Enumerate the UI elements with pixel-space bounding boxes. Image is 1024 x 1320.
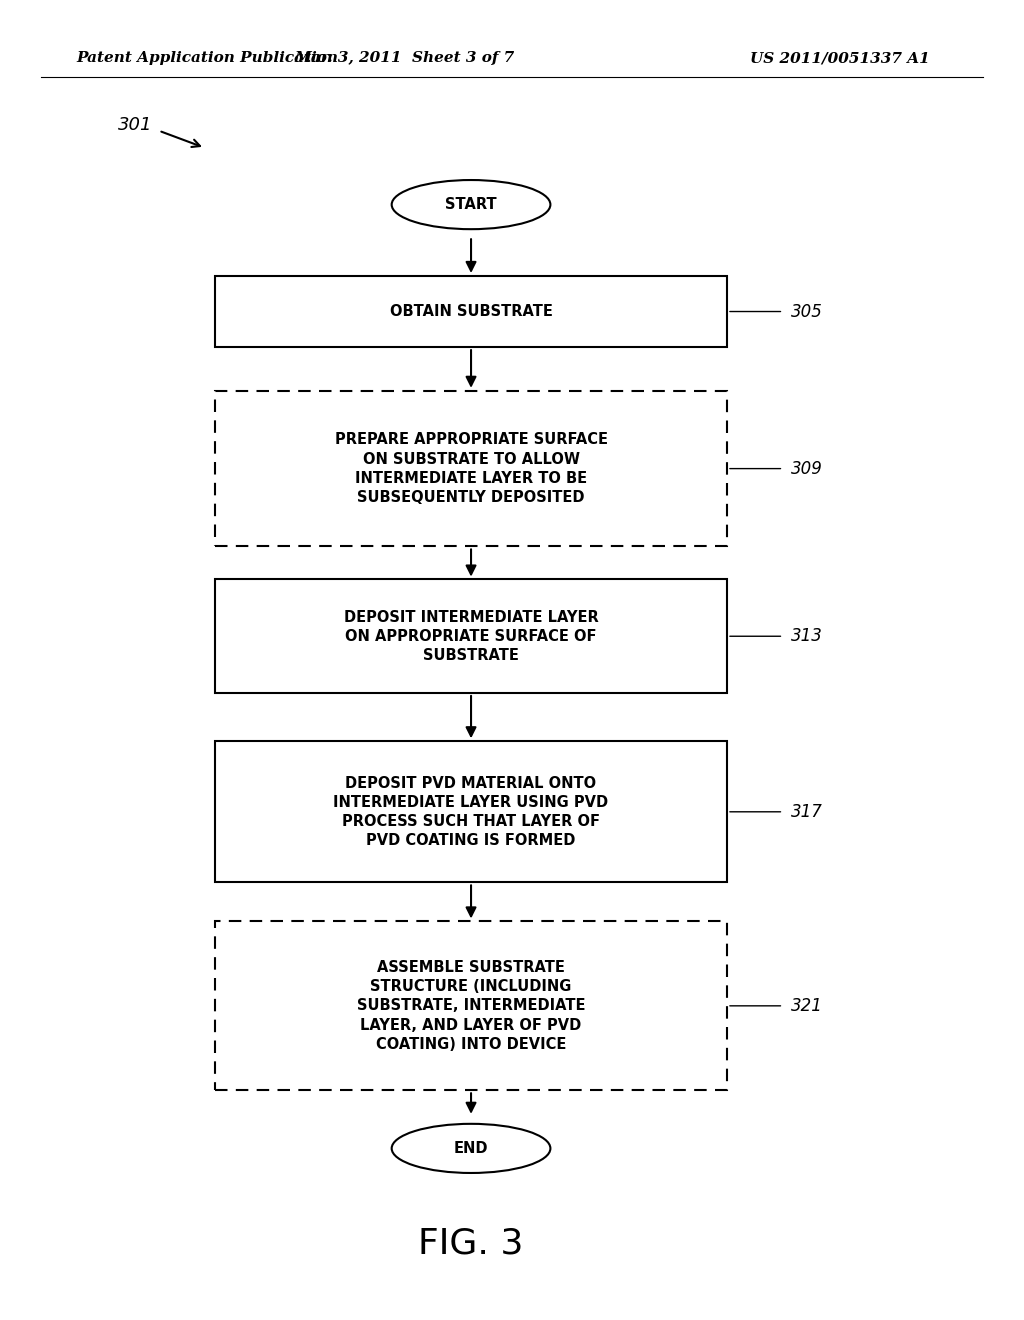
Ellipse shape	[391, 180, 551, 230]
Text: DEPOSIT PVD MATERIAL ONTO
INTERMEDIATE LAYER USING PVD
PROCESS SUCH THAT LAYER O: DEPOSIT PVD MATERIAL ONTO INTERMEDIATE L…	[334, 776, 608, 849]
FancyBboxPatch shape	[215, 276, 727, 347]
Text: 305: 305	[791, 302, 822, 321]
Text: 321: 321	[791, 997, 822, 1015]
Text: PREPARE APPROPRIATE SURFACE
ON SUBSTRATE TO ALLOW
INTERMEDIATE LAYER TO BE
SUBSE: PREPARE APPROPRIATE SURFACE ON SUBSTRATE…	[335, 433, 607, 504]
Text: 301: 301	[118, 116, 153, 135]
Text: 317: 317	[791, 803, 822, 821]
FancyBboxPatch shape	[215, 391, 727, 546]
Text: 313: 313	[791, 627, 822, 645]
FancyBboxPatch shape	[215, 579, 727, 693]
Text: 309: 309	[791, 459, 822, 478]
Text: Patent Application Publication: Patent Application Publication	[77, 51, 339, 65]
Ellipse shape	[391, 1123, 551, 1173]
FancyBboxPatch shape	[215, 741, 727, 882]
Text: OBTAIN SUBSTRATE: OBTAIN SUBSTRATE	[389, 304, 553, 319]
Text: START: START	[445, 197, 497, 213]
FancyBboxPatch shape	[215, 921, 727, 1090]
Text: US 2011/0051337 A1: US 2011/0051337 A1	[750, 51, 930, 65]
Text: Mar. 3, 2011  Sheet 3 of 7: Mar. 3, 2011 Sheet 3 of 7	[294, 51, 515, 65]
Text: END: END	[454, 1140, 488, 1156]
Text: FIG. 3: FIG. 3	[419, 1226, 523, 1261]
Text: DEPOSIT INTERMEDIATE LAYER
ON APPROPRIATE SURFACE OF
SUBSTRATE: DEPOSIT INTERMEDIATE LAYER ON APPROPRIAT…	[344, 610, 598, 663]
Text: ASSEMBLE SUBSTRATE
STRUCTURE (INCLUDING
SUBSTRATE, INTERMEDIATE
LAYER, AND LAYER: ASSEMBLE SUBSTRATE STRUCTURE (INCLUDING …	[356, 960, 586, 1052]
